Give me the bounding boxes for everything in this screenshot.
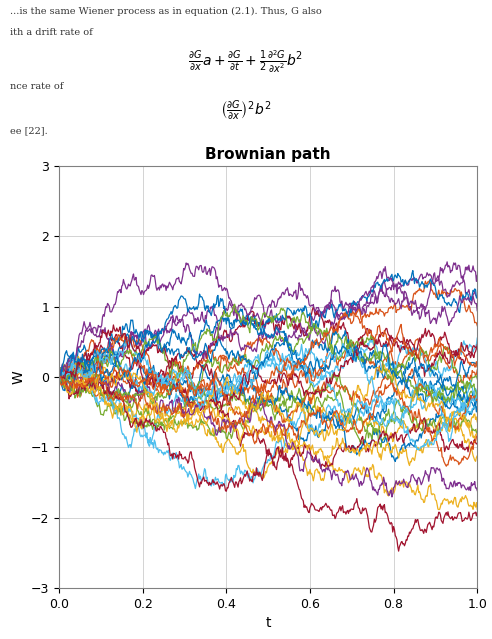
Text: ith a drift rate of: ith a drift rate of bbox=[10, 28, 92, 37]
Title: Brownian path: Brownian path bbox=[205, 147, 331, 162]
Text: $\frac{\partial G}{\partial x}a + \frac{\partial G}{\partial t} + \frac{1}{2}\fr: $\frac{\partial G}{\partial x}a + \frac{… bbox=[188, 49, 304, 75]
Y-axis label: W: W bbox=[11, 370, 26, 384]
Text: ee [22].: ee [22]. bbox=[10, 127, 48, 135]
Text: ...is the same Wiener process as in equation (2.1). Thus, G also: ...is the same Wiener process as in equa… bbox=[10, 7, 322, 16]
X-axis label: t: t bbox=[265, 616, 271, 630]
Text: $\left(\frac{\partial G}{\partial x}\right)^2 b^2$: $\left(\frac{\partial G}{\partial x}\rig… bbox=[220, 98, 272, 123]
Text: nce rate of: nce rate of bbox=[10, 82, 63, 91]
